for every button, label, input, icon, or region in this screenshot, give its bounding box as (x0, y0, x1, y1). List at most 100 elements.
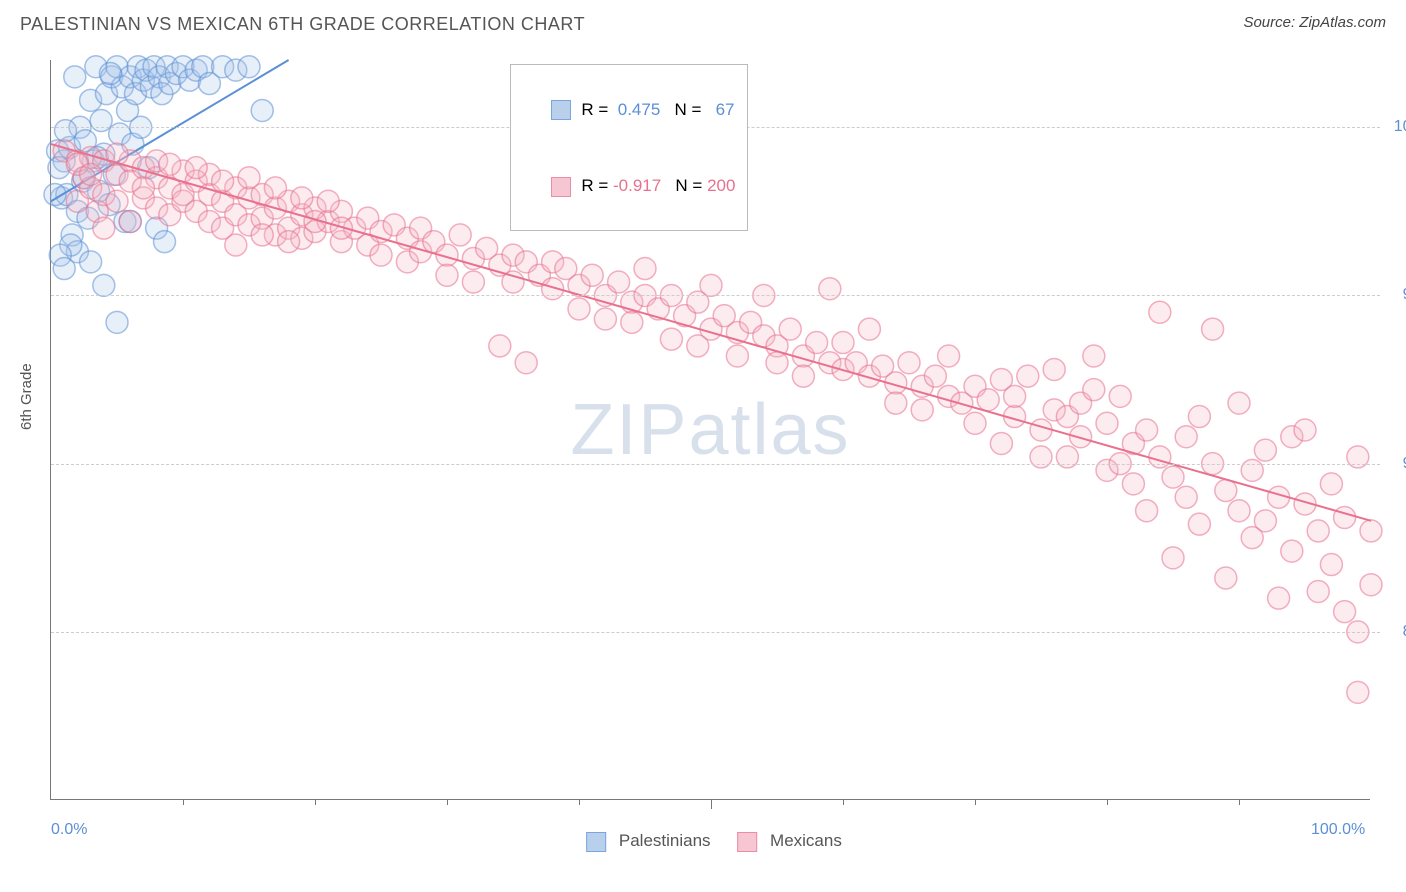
n-value-palestinians: 67 (716, 100, 735, 119)
data-point (1268, 587, 1290, 609)
data-point (55, 120, 77, 142)
gridline (51, 632, 1380, 633)
x-tick-minor (843, 799, 844, 805)
data-point (1136, 419, 1158, 441)
data-point (1307, 580, 1329, 602)
legend-label-mexicans: Mexicans (770, 831, 842, 850)
swatch-mexicans (551, 177, 571, 197)
data-point (1320, 554, 1342, 576)
data-point (1307, 520, 1329, 542)
data-point (964, 412, 986, 434)
data-point (1017, 365, 1039, 387)
data-point (792, 365, 814, 387)
n-value-mexicans: 200 (707, 176, 735, 195)
data-point (766, 352, 788, 374)
data-point (80, 251, 102, 273)
data-point (251, 99, 273, 121)
x-tick-minor (315, 799, 316, 805)
swatch-mexicans (737, 832, 757, 852)
data-point (106, 190, 128, 212)
data-point (225, 234, 247, 256)
data-point (660, 328, 682, 350)
data-point (317, 190, 339, 212)
data-point (911, 399, 933, 421)
data-point (238, 167, 260, 189)
data-point (594, 308, 616, 330)
y-tick-label: 95.0% (1378, 286, 1406, 304)
data-point (1334, 601, 1356, 623)
data-point (1096, 412, 1118, 434)
data-point (1360, 520, 1382, 542)
data-point (885, 392, 907, 414)
data-point (449, 224, 471, 246)
gridline (51, 464, 1380, 465)
data-point (515, 352, 537, 374)
data-point (119, 210, 141, 232)
chart-container: { "header": { "title": "PALESTINIAN VS M… (0, 0, 1406, 892)
data-point (1254, 510, 1276, 532)
data-point (154, 231, 176, 253)
data-point (779, 318, 801, 340)
data-point (726, 345, 748, 367)
data-point (1083, 345, 1105, 367)
data-point (1228, 500, 1250, 522)
data-point (1215, 567, 1237, 589)
header: PALESTINIAN VS MEXICAN 6TH GRADE CORRELA… (0, 0, 1406, 50)
chart-title: PALESTINIAN VS MEXICAN 6TH GRADE CORRELA… (20, 14, 585, 34)
x-tick-minor (183, 799, 184, 805)
data-point (1281, 540, 1303, 562)
x-tick-major (711, 799, 712, 809)
data-point (1188, 513, 1210, 535)
data-point (436, 264, 458, 286)
r-label: R = (581, 100, 608, 119)
data-point (1030, 419, 1052, 441)
data-point (1004, 385, 1026, 407)
data-point (977, 389, 999, 411)
data-point (806, 332, 828, 354)
data-point (1175, 486, 1197, 508)
data-point (1083, 379, 1105, 401)
data-point (1294, 419, 1316, 441)
data-point (1320, 473, 1342, 495)
data-point (1334, 506, 1356, 528)
x-tick-label: 0.0% (51, 821, 87, 839)
legend-row-palestinians: R = 0.475 N = 67 (523, 71, 735, 148)
legend-label-palestinians: Palestinians (619, 831, 711, 850)
data-point (898, 352, 920, 374)
x-tick-minor (579, 799, 580, 805)
n-label: N = (674, 100, 701, 119)
data-point (80, 163, 102, 185)
data-point (489, 335, 511, 357)
r-value-mexicans: -0.917 (613, 176, 661, 195)
swatch-palestinians (551, 100, 571, 120)
data-point (1347, 681, 1369, 703)
data-point (621, 311, 643, 333)
data-point (1175, 426, 1197, 448)
data-point (938, 345, 960, 367)
data-point (251, 224, 273, 246)
data-point (93, 274, 115, 296)
gridline (51, 295, 1380, 296)
data-point (93, 217, 115, 239)
r-label: R = (581, 176, 608, 195)
x-tick-label: 100.0% (1311, 821, 1365, 839)
data-point (132, 177, 154, 199)
r-value-palestinians: 0.475 (618, 100, 661, 119)
y-axis-label: 6th Grade (18, 363, 35, 430)
series-legend: Palestinians Mexicans (564, 831, 842, 852)
n-label: N = (675, 176, 702, 195)
data-point (700, 274, 722, 296)
x-tick-minor (1107, 799, 1108, 805)
correlation-legend: R = 0.475 N = 67 R = -0.917 N = 200 (510, 64, 748, 231)
data-point (1215, 480, 1237, 502)
data-point (581, 264, 603, 286)
y-tick-label: 85.0% (1378, 623, 1406, 641)
data-point (64, 66, 86, 88)
data-point (291, 187, 313, 209)
data-point (1162, 466, 1184, 488)
data-point (278, 231, 300, 253)
data-point (1149, 301, 1171, 323)
data-point (1136, 500, 1158, 522)
data-point (238, 56, 260, 78)
x-tick-minor (447, 799, 448, 805)
